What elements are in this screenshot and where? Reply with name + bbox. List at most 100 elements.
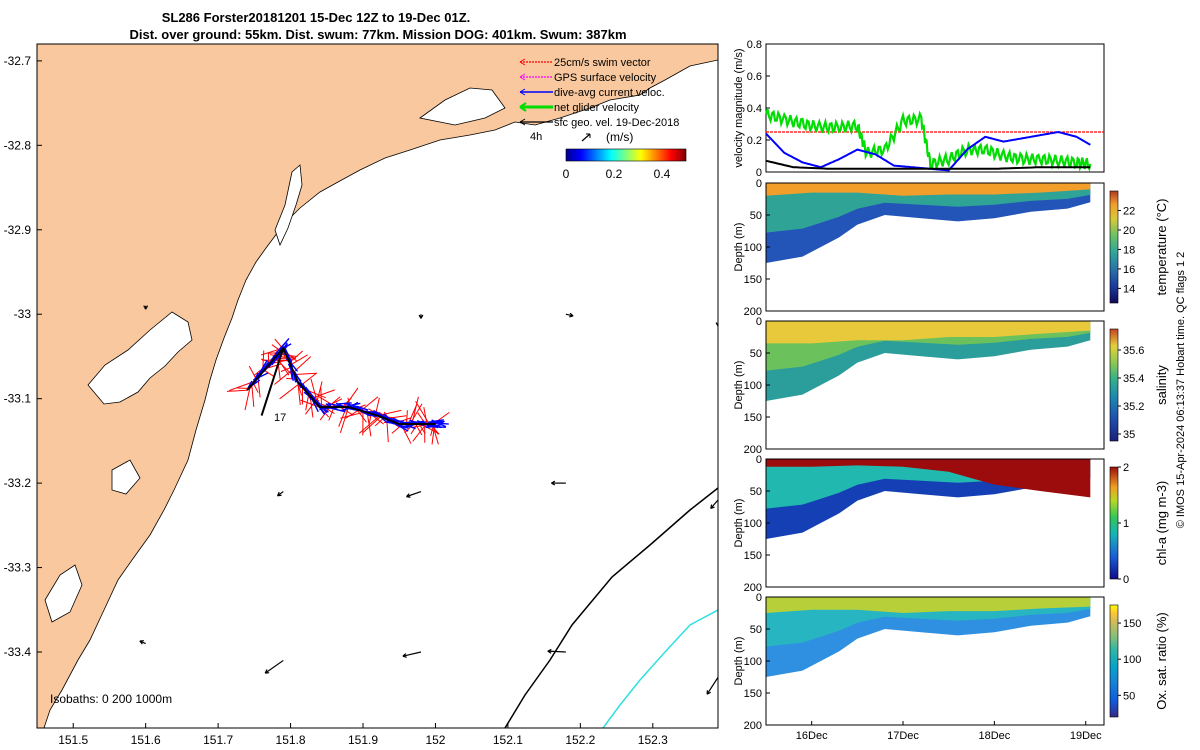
- estuary: [274, 164, 303, 247]
- section-y-tick-label: 150: [744, 688, 762, 700]
- map-panel: 17 Isobaths: 0 200 1000m 151.5 151.6 151.7…: [4, 43, 719, 747]
- isobath-200: [504, 487, 718, 728]
- velocity-series-line: [765, 159, 1091, 170]
- velocity-y-tick-label: 0.6: [747, 71, 762, 83]
- swim-vector: [289, 350, 304, 363]
- speed-colorbar-tick-label: 0: [563, 167, 570, 181]
- geo-vector-head: [710, 504, 715, 510]
- map-y-tick-label: -33.3: [4, 561, 32, 575]
- section-colorbar-tick-label: 22: [1123, 205, 1135, 217]
- current-vector: [354, 405, 364, 412]
- speed-colorbar: [565, 148, 687, 162]
- swim-vector: [415, 400, 430, 425]
- geo-vector-head: [569, 312, 574, 318]
- lake-south: [44, 564, 83, 623]
- section-x-tick-label: 18Dec: [978, 730, 1010, 742]
- geo-vector: [264, 659, 284, 674]
- section-colorbar-tick-label: 18: [1123, 244, 1135, 256]
- section-y-tick-label: 100: [744, 242, 762, 254]
- swim-vector: [300, 399, 320, 408]
- section-colorbar: [1109, 190, 1119, 304]
- current-vector: [429, 425, 446, 428]
- section-colorbar-tick-label: 16: [1123, 264, 1135, 276]
- map-frame: [36, 43, 719, 729]
- geo-vector-head: [264, 669, 270, 674]
- section-y-tick-label: 150: [744, 412, 762, 424]
- section-colorbar: [1109, 604, 1119, 718]
- map-y-tick-label: -32.8: [4, 138, 32, 152]
- current-vector: [289, 367, 293, 380]
- inlet-south: [111, 459, 141, 495]
- map-y-tick-label: -33.4: [4, 645, 32, 659]
- map-legend: 25cm/s swim vector GPS surface velocity …: [519, 57, 687, 181]
- section-colorbar-tick-label: 150: [1123, 618, 1141, 630]
- section-ylabel: Depth (m): [733, 223, 745, 272]
- swim-vector: [423, 407, 428, 425]
- current-vector: [356, 405, 369, 411]
- current-vector: [258, 359, 268, 375]
- oxygen-section: 0 50 100 150 200 Depth (m) 50 100 150 Ox. sat. ra…: [733, 592, 1169, 742]
- geo-vector-head: [276, 491, 282, 497]
- geo-vector-head: [139, 640, 144, 645]
- section-y-tick-label: 200: [744, 582, 762, 594]
- geo-vector-head: [406, 493, 411, 498]
- section-y-tick-label: 50: [750, 624, 762, 636]
- swim-vector: [276, 355, 281, 381]
- map-y-tick-label: -32.9: [4, 223, 32, 237]
- section-colorbar-tick-label: 2: [1123, 462, 1129, 474]
- section-colorbar-label: Ox. sat. ratio (%): [1154, 612, 1169, 710]
- velocity-y-tick-label: 0: [756, 167, 762, 179]
- current-vector: [290, 368, 294, 381]
- section-colorbar: [1109, 328, 1119, 442]
- section-y-tick-label: 150: [744, 274, 762, 286]
- land-mass: [37, 44, 718, 728]
- swim-vector: [320, 387, 323, 408]
- lagoon: [87, 311, 193, 405]
- section-x-tick-label: 16Dec: [796, 730, 828, 742]
- map-x-tick-label: 151.8: [276, 733, 306, 747]
- current-vector: [279, 337, 290, 350]
- section-surface-layer: [766, 321, 1091, 344]
- isobath-1000: [602, 609, 718, 728]
- swim-vector: [290, 354, 308, 366]
- section-y-tick-label: 50: [750, 210, 762, 222]
- map-y-tick-label: -33.1: [4, 392, 32, 406]
- legend-time-label: 4h: [530, 131, 542, 143]
- section-colorbar-label: salinity: [1154, 365, 1169, 405]
- section-y-tick-label: 150: [744, 550, 762, 562]
- section-ylabel: Depth (m): [733, 499, 745, 548]
- geo-vector-head: [143, 305, 149, 310]
- section-colorbar-tick-label: 35.6: [1123, 345, 1144, 357]
- current-vector: [346, 402, 361, 407]
- section-colorbar-tick-label: 50: [1123, 690, 1135, 702]
- map-y-ticks: -32.7 -32.8 -32.9 -33 -33.1 -33.2 -33.3 -33.4: [4, 54, 42, 659]
- glider-track-return: [260, 347, 285, 416]
- swim-vector: [407, 405, 417, 425]
- section-colorbar-tick-label: 20: [1123, 225, 1135, 237]
- legend-swim-text: 25cm/s swim vector: [554, 57, 651, 69]
- section-colorbar-tick-label: 14: [1123, 283, 1135, 295]
- swim-vector: [340, 411, 366, 419]
- map-x-ticks: 151.5 151.6 151.7 151.8 151.9 152 152.1 152.2 15…: [58, 723, 668, 747]
- glider-track: [246, 346, 436, 425]
- section-colorbar-tick-label: 35: [1123, 429, 1135, 441]
- map-x-tick-label: 151.9: [348, 733, 378, 747]
- speed-colorbar-ticks: 0 0.2 0.4: [563, 167, 671, 181]
- swim-vector: [279, 383, 300, 400]
- section-y-tick-label: 0: [756, 316, 762, 328]
- velocity-frame: [765, 43, 1105, 173]
- geo-vector: [402, 651, 422, 657]
- section-x-tick-label: 19Dec: [1070, 730, 1102, 742]
- velocity-y-tick-label: 0.4: [747, 103, 762, 115]
- section-surface-layer: [766, 183, 1091, 196]
- section-colorbar-tick-label: 1: [1123, 518, 1129, 530]
- swim-vector: [356, 409, 367, 423]
- swim-vector: [274, 369, 293, 385]
- map-y-tick-label: -33: [14, 307, 32, 321]
- geo-vector: [706, 677, 718, 695]
- legend-unit-label: (m/s): [606, 130, 633, 144]
- swim-vector: [263, 369, 274, 377]
- geostrophic-vectors: [139, 305, 718, 695]
- section-y-tick-label: 200: [744, 444, 762, 456]
